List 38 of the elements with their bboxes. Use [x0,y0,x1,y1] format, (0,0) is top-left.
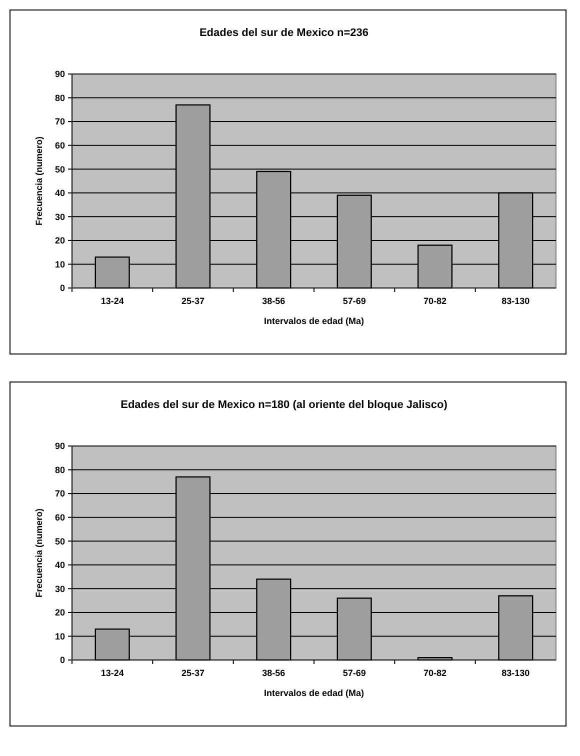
x-tick-label: 57-69 [342,296,366,306]
y-tick-label: 80 [54,464,65,475]
y-tick-label: 60 [54,512,65,522]
y-axis-title: Frecuencia (numero) [34,136,44,226]
y-tick-label: 0 [60,655,65,666]
y-tick-label: 90 [54,441,65,452]
y-tick-label: 80 [54,92,65,103]
y-tick-label: 30 [54,212,65,222]
y-tick-label: 20 [54,236,65,246]
x-tick-label: 25-37 [181,296,205,306]
y-tick-label: 50 [54,536,65,546]
x-tick-label: 25-37 [181,668,205,678]
chart-title: Edades del sur de Mexico n=236 [199,27,369,39]
y-tick-label: 30 [54,584,65,594]
x-tick-label: 38-56 [262,296,286,306]
chart-title: Edades del sur de Mexico n=180 (al oriente del bloque Jalisco) [120,399,448,411]
y-tick-label: 50 [54,164,65,174]
x-tick-label: 83-130 [502,668,530,678]
x-tick-label: 83-130 [502,296,530,306]
x-tick-label: 13-24 [100,296,124,306]
x-axis-title: Intervalos de edad (Ma) [264,688,364,698]
x-tick-label: 70-82 [423,668,447,678]
x-axis-title: Intervalos de edad (Ma) [264,316,364,326]
y-axis-title: Frecuencia (numero) [34,508,44,598]
x-tick-label: 13-24 [100,668,124,678]
y-tick-label: 40 [54,560,65,570]
y-tick-label: 60 [54,140,65,150]
y-tick-label: 10 [54,631,65,642]
y-tick-label: 70 [54,116,65,127]
y-tick-label: 20 [54,608,65,618]
x-tick-label: 38-56 [262,668,286,678]
y-tick-label: 10 [54,259,65,270]
y-tick-label: 0 [60,283,65,294]
y-tick-label: 70 [54,488,65,499]
x-tick-label: 70-82 [423,296,447,306]
x-tick-label: 57-69 [342,668,366,678]
y-tick-label: 40 [54,188,65,198]
y-tick-label: 90 [54,69,65,80]
